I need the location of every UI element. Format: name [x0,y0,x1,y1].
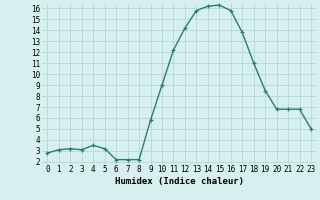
X-axis label: Humidex (Indice chaleur): Humidex (Indice chaleur) [115,177,244,186]
